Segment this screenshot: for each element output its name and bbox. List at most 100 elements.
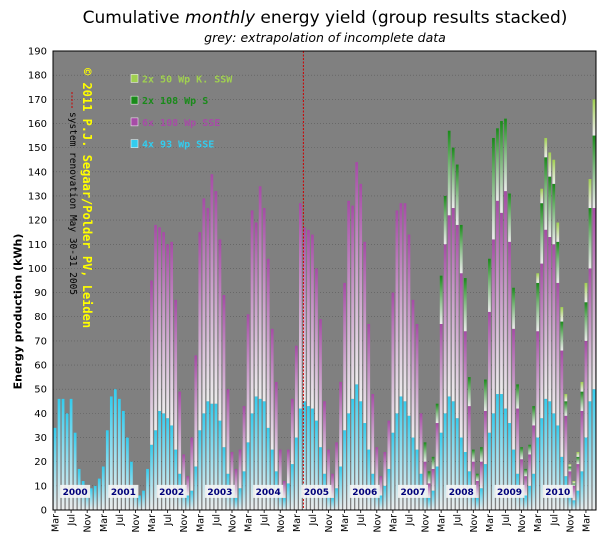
bar-segment: [367, 323, 371, 450]
bar-segment: [266, 427, 270, 510]
bar-segment: [435, 466, 439, 510]
bar-segment: [383, 452, 387, 486]
bar-segment: [298, 203, 302, 409]
bar-segment: [544, 398, 548, 510]
bar-segment: [399, 396, 403, 510]
bar-segment: [303, 401, 306, 510]
bar-segment: [298, 408, 302, 510]
bar-segment: [544, 137, 548, 158]
bar-segment: [222, 447, 226, 510]
bar-segment: [375, 488, 379, 510]
bar-segment: [202, 198, 206, 414]
bar-segment: [504, 408, 507, 510]
x-tick-label: Jul: [308, 514, 319, 526]
x-tick-label: Jul: [67, 514, 78, 526]
bar-segment: [246, 442, 250, 510]
legend-swatch: [130, 139, 139, 148]
bar-segment: [532, 473, 536, 510]
bar-segment: [548, 237, 552, 402]
bar-segment: [552, 159, 556, 184]
bar-segment: [166, 418, 170, 510]
x-tick-label: Jul: [404, 514, 415, 526]
bar-segment: [536, 437, 540, 510]
bar-segment: [463, 331, 467, 453]
copyright-notice: © 2011 P.J. Segaar/Polder PV, Leiden: [80, 68, 94, 328]
bar-segment: [150, 280, 153, 445]
bar-segment: [335, 488, 338, 510]
bar-segment: [154, 224, 157, 431]
bar-segment: [516, 384, 519, 409]
x-tick-label: Nov: [276, 514, 287, 533]
legend-entry: 2x 108 Wp S: [142, 96, 208, 107]
bar-segment: [218, 420, 222, 510]
legend: 2x 50 Wp K. SSW 2x 108 Wp S 6x 108 Wp SSE 4…: [71, 74, 233, 151]
bar-segment: [134, 485, 137, 510]
bar-segment: [471, 490, 475, 510]
bar-segment: [250, 210, 254, 414]
bar-segment: [363, 423, 367, 510]
y-tick-label: 20: [34, 457, 47, 468]
x-tick-label: Jul: [260, 514, 271, 526]
bar-segment: [262, 208, 266, 402]
bar-segment: [258, 398, 262, 510]
bar-segment: [331, 497, 334, 510]
bar-segment: [508, 241, 511, 424]
bar-segment: [363, 241, 367, 424]
bar-segment: [584, 302, 588, 341]
bar-segment: [471, 449, 475, 462]
bar-segment: [270, 449, 274, 510]
bar-segment: [415, 449, 419, 510]
year-label: 2007: [400, 488, 425, 498]
year-label-box: [60, 484, 91, 498]
bar-segment: [588, 208, 592, 269]
bar-segment: [146, 468, 149, 510]
bar-segment: [399, 203, 403, 397]
bar-segment: [504, 118, 507, 192]
bar-segment: [463, 278, 467, 332]
bar-segment: [391, 432, 395, 510]
bar-segment: [387, 468, 391, 510]
bar-segment: [592, 135, 596, 209]
year-label-box: [204, 484, 235, 498]
bar-segment: [226, 389, 230, 474]
bar-segment: [455, 418, 459, 510]
bar-segment: [290, 464, 294, 510]
bar-segment: [528, 444, 532, 455]
bar-segment: [484, 464, 487, 510]
bar-segment: [158, 227, 161, 411]
bar-segment: [359, 183, 363, 402]
bar-segment: [536, 331, 540, 438]
bar-segment: [552, 413, 556, 510]
bar-segment: [222, 294, 226, 448]
year-label: 2010: [545, 488, 570, 498]
year-label: 2002: [159, 488, 184, 498]
bar-segment: [423, 442, 427, 462]
bar-segment: [552, 183, 556, 245]
bar-segment: [335, 442, 338, 489]
bar-segment: [455, 224, 459, 419]
bar-segment: [580, 391, 584, 411]
bar-segment: [359, 401, 363, 510]
bar-segment: [206, 401, 210, 510]
bar-segment: [540, 418, 544, 510]
year-label: 2005: [304, 488, 329, 498]
x-tick-label: Mar: [99, 514, 110, 532]
x-tick-label: Nov: [83, 514, 94, 533]
y-tick-label: 180: [28, 71, 47, 82]
bar-segment: [371, 394, 375, 474]
y-tick-label: 30: [34, 433, 47, 444]
bar-segment: [560, 307, 564, 322]
bar-segment: [584, 282, 588, 303]
bar-segment: [455, 164, 459, 225]
bar-segment: [170, 241, 174, 426]
y-tick-label: 120: [28, 216, 47, 227]
bar-segment: [415, 323, 419, 450]
x-tick-label: Mar: [340, 514, 351, 532]
bar-segment: [435, 423, 439, 467]
bar-segment: [101, 466, 105, 510]
bar-segment: [540, 188, 544, 204]
bar-segment: [451, 401, 455, 510]
legend-swatch: [130, 95, 139, 105]
bar-segment: [451, 147, 455, 209]
bar-segment: [53, 427, 57, 510]
